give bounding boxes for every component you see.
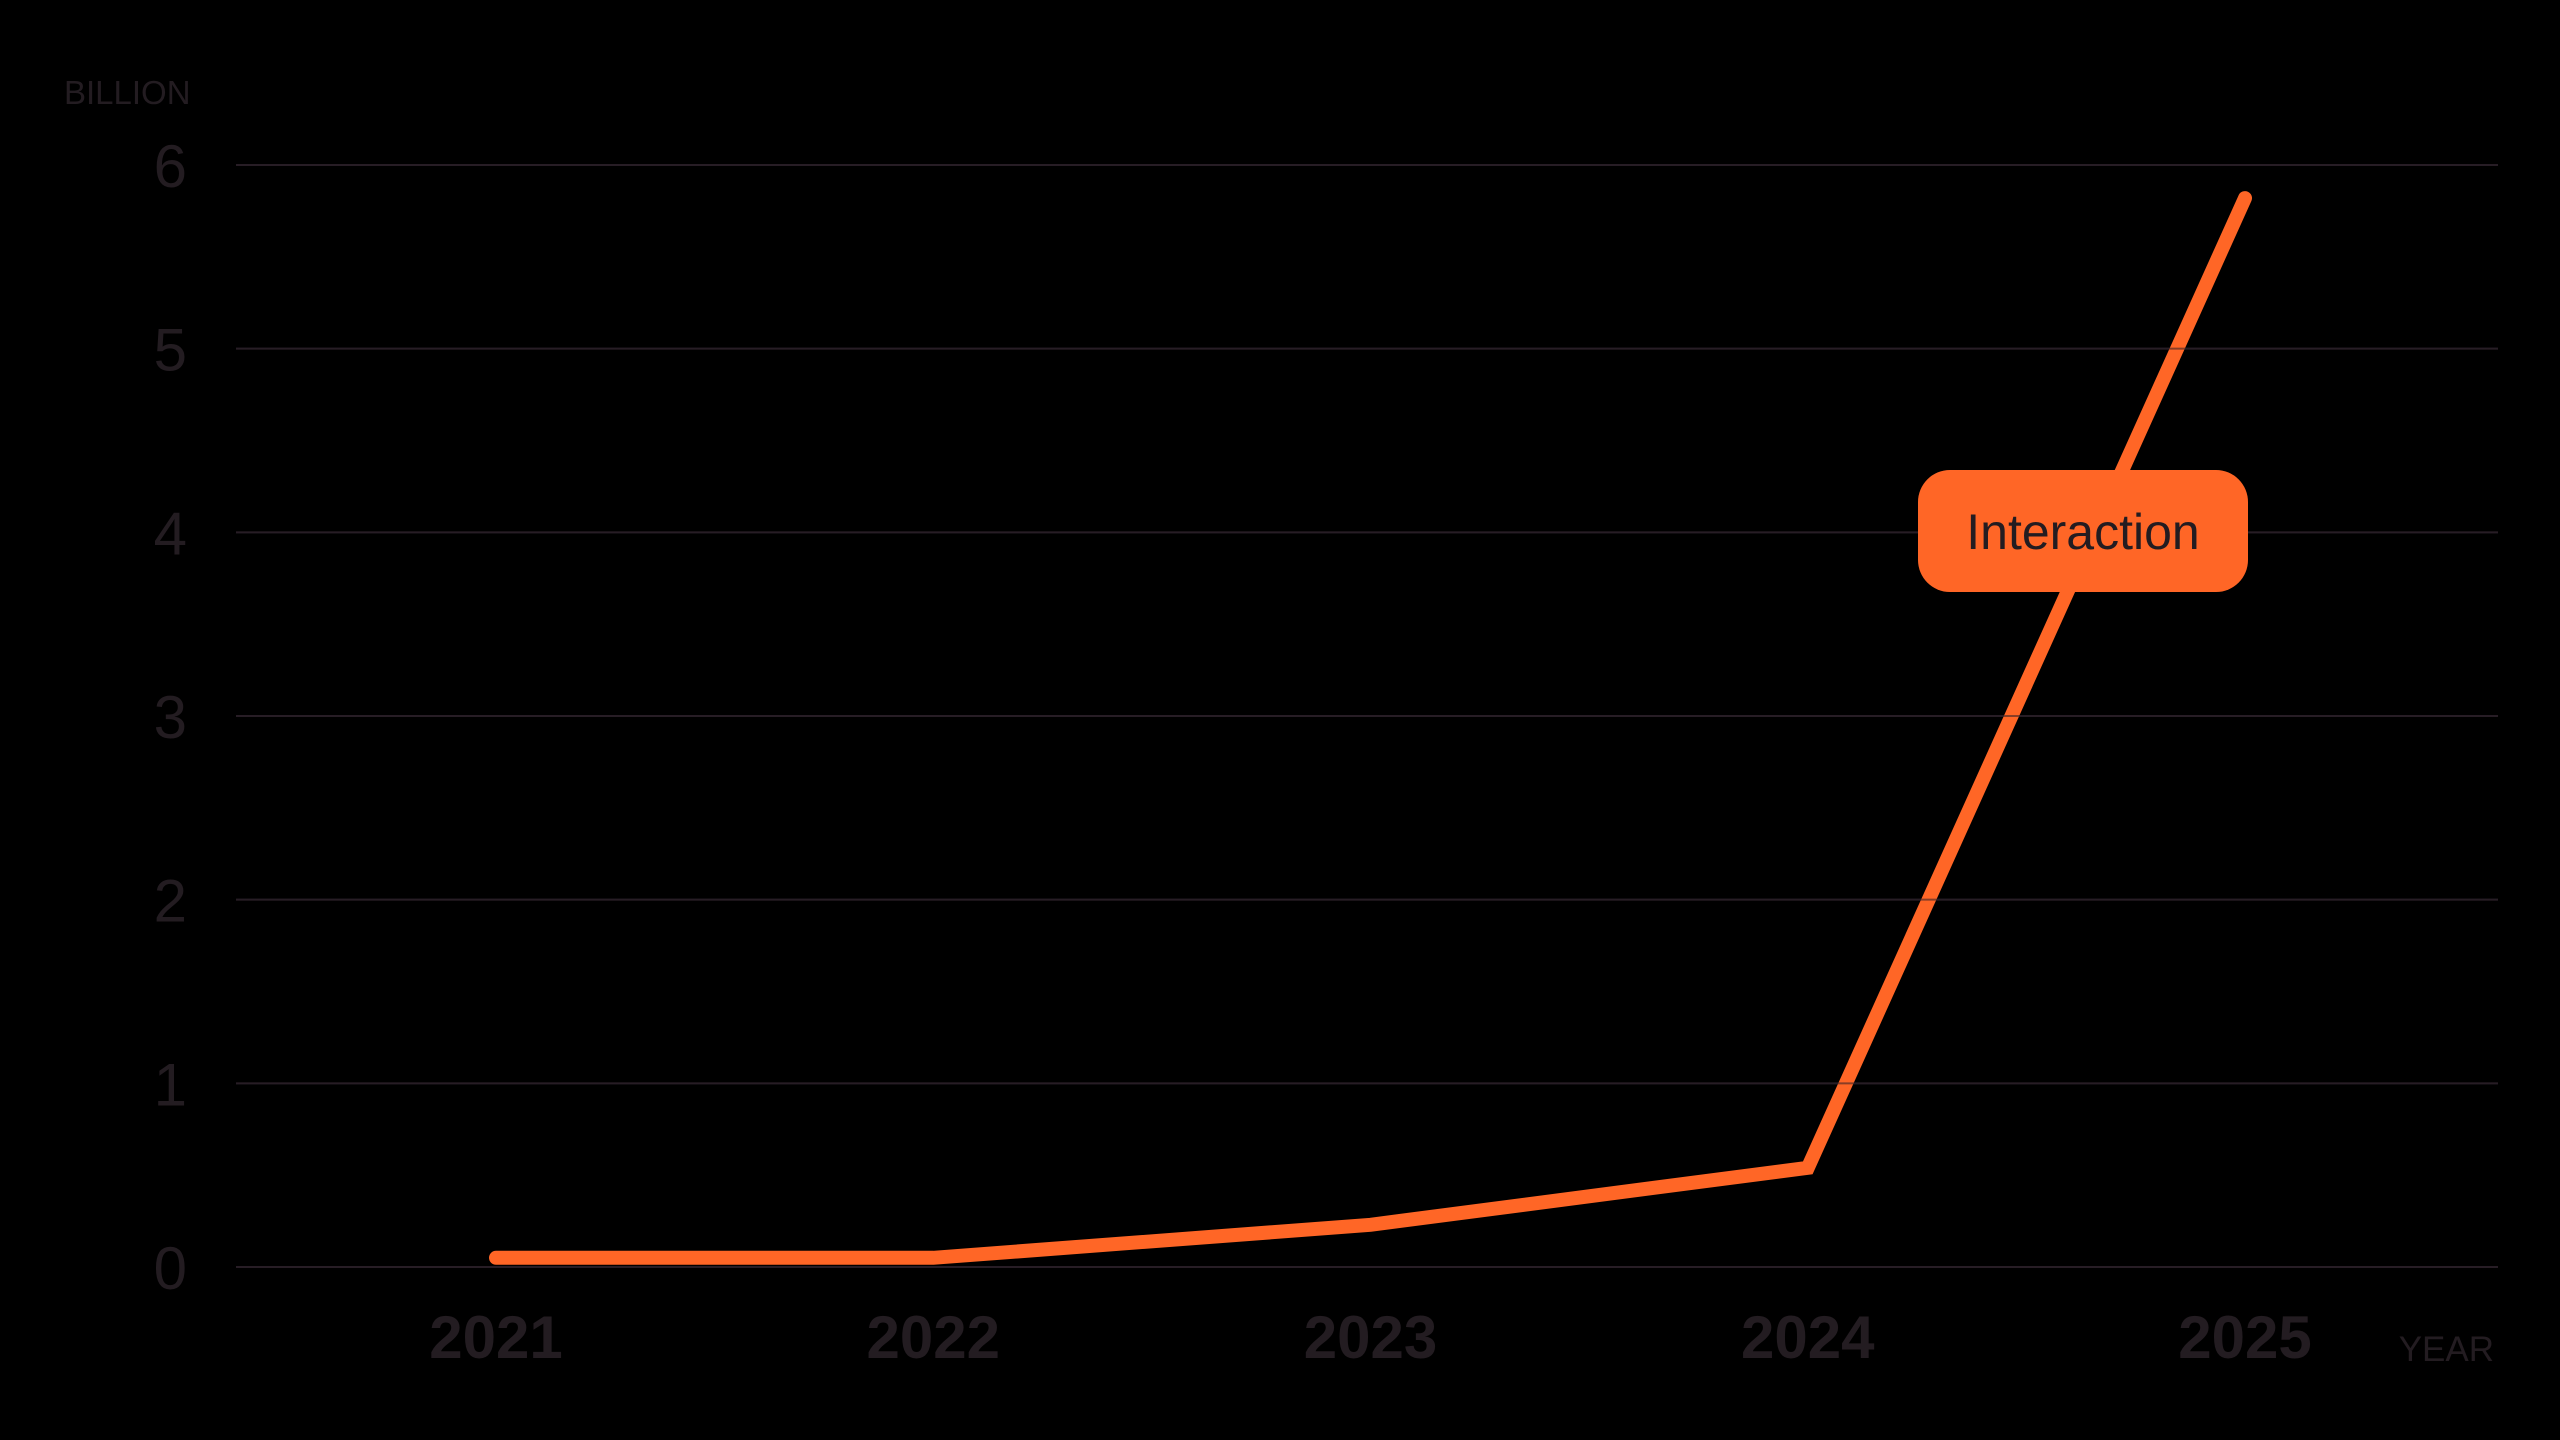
y-tick-label: 2 — [154, 868, 187, 935]
callout-text: Interaction — [1966, 504, 2199, 560]
y-tick-label: 1 — [154, 1051, 187, 1118]
x-tick-label: 2025 — [2178, 1304, 2311, 1371]
y-tick-label: 0 — [154, 1235, 187, 1302]
series-callout-label: Interaction — [1918, 470, 2248, 592]
gridlines-overlay — [236, 164, 2498, 1268]
y-tick-label: 4 — [154, 500, 187, 567]
callout-background — [1918, 470, 2248, 592]
x-axis-ticks: 2021 2022 2023 2024 2025 — [429, 1304, 2311, 1371]
x-tick-label: 2023 — [1304, 1304, 1437, 1371]
y-axis-ticks: 0 1 2 3 4 5 6 — [154, 133, 187, 1302]
y-tick-label: 6 — [154, 133, 187, 200]
y-tick-label: 3 — [154, 684, 187, 751]
x-tick-label: 2022 — [867, 1304, 1000, 1371]
series-line — [489, 191, 2252, 1265]
x-tick-label: 2021 — [429, 1304, 562, 1371]
y-tick-label: 5 — [154, 317, 187, 384]
x-tick-label: 2024 — [1741, 1304, 1875, 1371]
y-axis-unit-label: BILLION — [64, 74, 191, 111]
x-axis-unit-label: YEAR — [2399, 1330, 2494, 1369]
series-layer — [489, 191, 2252, 1265]
